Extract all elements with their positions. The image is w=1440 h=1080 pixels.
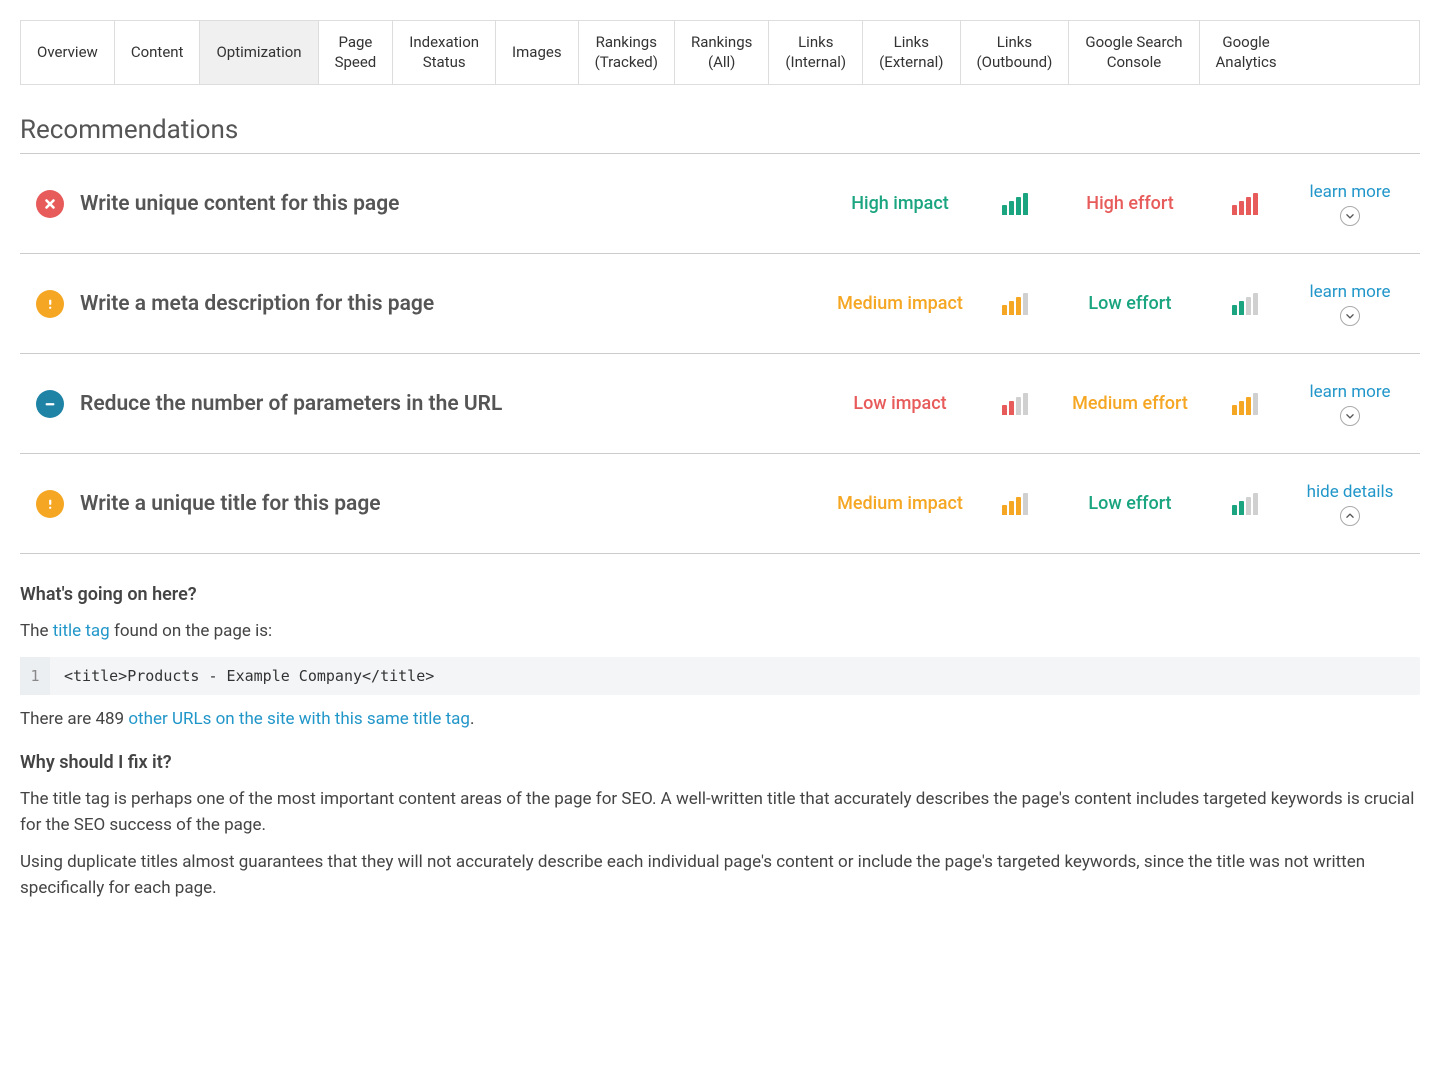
signal-bars-icon: [980, 293, 1050, 315]
effort-label: Low effort: [1050, 493, 1210, 514]
signal-bars-icon: [980, 193, 1050, 215]
details-paragraph: The title tag is perhaps one of the most…: [20, 787, 1420, 838]
tab-page-speed[interactable]: PageSpeed: [319, 21, 394, 84]
code-block: 1 <title>Products - Example Company</tit…: [20, 657, 1420, 695]
effort-label: Low effort: [1050, 293, 1210, 314]
impact-label: Medium impact: [820, 293, 980, 314]
signal-bars-icon: [1210, 493, 1280, 515]
tab-google-search-console[interactable]: Google SearchConsole: [1069, 21, 1199, 84]
error-icon: [36, 190, 64, 218]
duplicate-urls-link[interactable]: other URLs on the site with this same ti…: [128, 709, 470, 729]
signal-bars-icon: [980, 393, 1050, 415]
tab-content[interactable]: Content: [115, 21, 201, 84]
title-tag-link[interactable]: title tag: [53, 621, 110, 641]
recommendation-title: Write a unique title for this page: [80, 492, 820, 516]
code-line-number: 1: [20, 657, 50, 695]
details-heading-whats-going-on: What's going on here?: [20, 584, 1420, 605]
impact-label: Medium impact: [820, 493, 980, 514]
learn-more-link[interactable]: learn more: [1310, 182, 1391, 202]
tabs-bar: OverviewContentOptimizationPageSpeedInde…: [20, 20, 1420, 85]
warning-icon: [36, 290, 64, 318]
section-title: Recommendations: [20, 115, 1420, 145]
impact-label: High impact: [820, 193, 980, 214]
effort-label: High effort: [1050, 193, 1210, 214]
recommendations-list: Write unique content for this pageHigh i…: [20, 153, 1420, 554]
tab-images[interactable]: Images: [496, 21, 579, 84]
chevron-down-icon[interactable]: [1340, 406, 1360, 426]
details-paragraph: There are 489 other URLs on the site wit…: [20, 707, 1420, 733]
effort-label: Medium effort: [1050, 393, 1210, 414]
recommendation-row: Reduce the number of parameters in the U…: [20, 354, 1420, 454]
tab-rankings-tracked-[interactable]: Rankings(Tracked): [579, 21, 675, 84]
signal-bars-icon: [1210, 293, 1280, 315]
tab-links-internal-[interactable]: Links(Internal): [769, 21, 863, 84]
info-icon: [36, 390, 64, 418]
chevron-down-icon[interactable]: [1340, 306, 1360, 326]
chevron-up-icon[interactable]: [1340, 506, 1360, 526]
tab-google-analytics[interactable]: GoogleAnalytics: [1200, 21, 1293, 84]
recommendation-row: Write unique content for this pageHigh i…: [20, 154, 1420, 254]
impact-label: Low impact: [820, 393, 980, 414]
recommendation-title: Write a meta description for this page: [80, 292, 820, 316]
signal-bars-icon: [1210, 393, 1280, 415]
signal-bars-icon: [1210, 193, 1280, 215]
warning-icon: [36, 490, 64, 518]
signal-bars-icon: [980, 493, 1050, 515]
details-heading-why-fix: Why should I fix it?: [20, 752, 1420, 773]
recommendation-row: Write a unique title for this pageMedium…: [20, 454, 1420, 554]
recommendation-details: What's going on here? The title tag foun…: [20, 554, 1420, 901]
learn-more-link[interactable]: learn more: [1310, 282, 1391, 302]
details-paragraph: The title tag found on the page is:: [20, 619, 1420, 645]
code-content: <title>Products - Example Company</title…: [50, 657, 448, 695]
tab-indexation-status[interactable]: IndexationStatus: [393, 21, 496, 84]
details-paragraph: Using duplicate titles almost guarantees…: [20, 850, 1420, 901]
recommendation-title: Reduce the number of parameters in the U…: [80, 392, 820, 416]
recommendation-title: Write unique content for this page: [80, 192, 820, 216]
chevron-down-icon[interactable]: [1340, 206, 1360, 226]
tab-rankings-all-[interactable]: Rankings(All): [675, 21, 769, 84]
tab-links-external-[interactable]: Links(External): [863, 21, 960, 84]
tab-links-outbound-[interactable]: Links(Outbound): [961, 21, 1070, 84]
hide-details-link[interactable]: hide details: [1307, 482, 1394, 502]
tab-overview[interactable]: Overview: [21, 21, 115, 84]
recommendation-row: Write a meta description for this pageMe…: [20, 254, 1420, 354]
tab-optimization[interactable]: Optimization: [200, 21, 318, 84]
learn-more-link[interactable]: learn more: [1310, 382, 1391, 402]
